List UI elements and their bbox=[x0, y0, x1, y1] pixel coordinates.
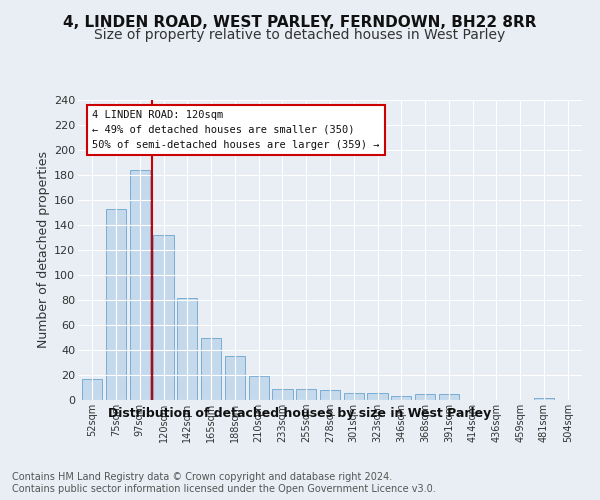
Bar bbox=[82, 379, 103, 400]
Bar bbox=[439, 394, 459, 400]
Text: 4 LINDEN ROAD: 120sqm
← 49% of detached houses are smaller (350)
50% of semi-det: 4 LINDEN ROAD: 120sqm ← 49% of detached … bbox=[92, 110, 380, 150]
Bar bbox=[367, 392, 388, 400]
Text: Contains HM Land Registry data © Crown copyright and database right 2024.
Contai: Contains HM Land Registry data © Crown c… bbox=[12, 472, 436, 494]
Y-axis label: Number of detached properties: Number of detached properties bbox=[37, 152, 50, 348]
Bar bbox=[296, 389, 316, 400]
Bar bbox=[415, 394, 435, 400]
Text: 4, LINDEN ROAD, WEST PARLEY, FERNDOWN, BH22 8RR: 4, LINDEN ROAD, WEST PARLEY, FERNDOWN, B… bbox=[63, 15, 537, 30]
Bar bbox=[272, 389, 293, 400]
Bar bbox=[320, 390, 340, 400]
Bar bbox=[248, 376, 269, 400]
Bar bbox=[130, 170, 150, 400]
Bar bbox=[177, 298, 197, 400]
Bar bbox=[106, 209, 126, 400]
Bar bbox=[201, 338, 221, 400]
Text: Distribution of detached houses by size in West Parley: Distribution of detached houses by size … bbox=[109, 408, 491, 420]
Text: Size of property relative to detached houses in West Parley: Size of property relative to detached ho… bbox=[94, 28, 506, 42]
Bar bbox=[154, 235, 173, 400]
Bar bbox=[344, 392, 364, 400]
Bar bbox=[391, 396, 412, 400]
Bar bbox=[534, 398, 554, 400]
Bar bbox=[225, 356, 245, 400]
